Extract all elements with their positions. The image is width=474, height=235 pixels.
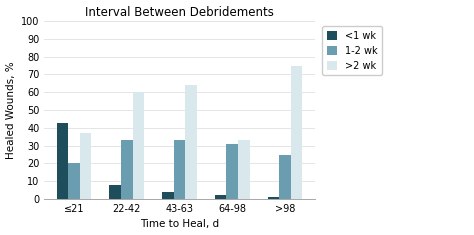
Bar [238, 140, 250, 199]
Legend: <1 wk, 1-2 wk, >2 wk: <1 wk, 1-2 wk, >2 wk [322, 26, 382, 75]
Y-axis label: Healed Wounds, %: Healed Wounds, % [6, 61, 16, 159]
Bar [133, 92, 144, 199]
Title: Interval Between Debridements: Interval Between Debridements [85, 6, 274, 19]
X-axis label: Time to Heal, d: Time to Heal, d [140, 219, 219, 229]
Bar [291, 66, 302, 199]
Bar [279, 155, 291, 199]
Bar [174, 140, 185, 199]
Bar [68, 164, 80, 199]
Bar [56, 122, 68, 199]
Bar [185, 85, 197, 199]
Bar [121, 140, 133, 199]
Bar [227, 144, 238, 199]
Bar [162, 192, 174, 199]
Bar [109, 185, 121, 199]
Bar [268, 197, 279, 199]
Bar [215, 196, 227, 199]
Bar [80, 133, 91, 199]
